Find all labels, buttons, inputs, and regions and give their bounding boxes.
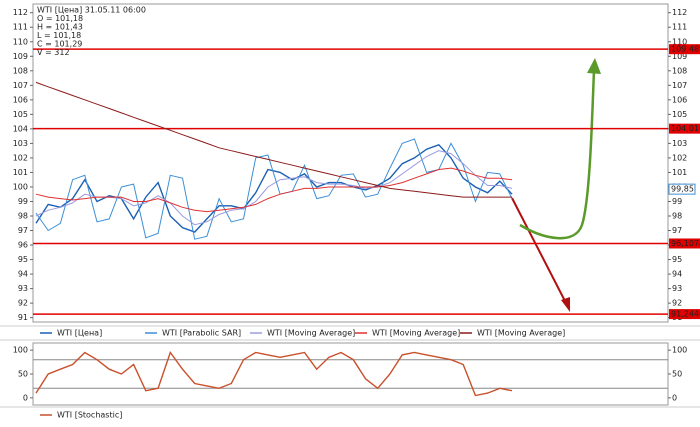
info-text: V = 312 xyxy=(37,48,70,57)
legend-label: WTI [Moving Average] xyxy=(477,329,565,338)
y-tick-label: 99 xyxy=(672,197,682,206)
y-tick-label: 97 xyxy=(672,226,682,235)
arrowhead xyxy=(561,297,570,312)
level-label-box xyxy=(669,123,700,134)
y-tick-label: 97 xyxy=(18,226,28,235)
y-tick-label: 112 xyxy=(672,8,687,17)
y-tick-label: 98 xyxy=(18,212,28,221)
info-text: H = 101,43 xyxy=(37,23,83,32)
legend-label: WTI [Moving Average] xyxy=(372,329,460,338)
y-tick-label: 110 xyxy=(13,37,28,46)
main-panel-frame xyxy=(32,3,669,323)
y-tick-label: 106 xyxy=(672,95,687,104)
y-tick-label: 92 xyxy=(672,299,682,308)
legend-label: WTI [Parabolic SAR] xyxy=(162,329,241,338)
y-tick-label: 0 xyxy=(23,393,28,402)
y-tick-label: 108 xyxy=(13,66,28,75)
series-line xyxy=(35,150,513,226)
info-text: WTI [Цена] 31.05.11 06:00 xyxy=(37,6,146,15)
y-tick-label: 103 xyxy=(13,139,28,148)
y-tick-label: 92 xyxy=(18,299,28,308)
y-tick-label: 50 xyxy=(18,370,28,379)
y-tick-label: 100 xyxy=(672,346,687,355)
y-tick-label: 107 xyxy=(13,81,28,90)
y-tick-label: 98 xyxy=(672,212,682,221)
last-price-box xyxy=(668,183,696,195)
arrowhead xyxy=(587,58,601,74)
y-tick-label: 0 xyxy=(672,393,677,402)
y-tick-label: 105 xyxy=(13,110,28,119)
series-line xyxy=(35,138,513,240)
legend-label: WTI [Moving Average] xyxy=(267,329,355,338)
level-label: 96,1078 xyxy=(671,239,700,248)
y-tick-label: 101 xyxy=(13,168,28,177)
y-tick-label: 103 xyxy=(672,139,687,148)
y-tick-label: 105 xyxy=(672,110,687,119)
level-label-box xyxy=(669,238,700,249)
series-line xyxy=(35,81,512,198)
forecast-arrows xyxy=(511,58,601,312)
info-text: O = 101,18 xyxy=(37,14,83,23)
level-label: 109,489 xyxy=(671,45,700,54)
y-tick-label: 50 xyxy=(672,370,682,379)
y-tick-label: 93 xyxy=(672,284,682,293)
level-label: 91,2446 xyxy=(671,310,700,319)
y-tick-label: 95 xyxy=(18,255,28,264)
y-tick-label: 111 xyxy=(13,23,28,32)
down-arrow xyxy=(511,197,567,304)
legend-label: WTI [Цена] xyxy=(57,329,102,338)
level-label-box xyxy=(669,44,700,55)
level-label-box xyxy=(669,309,700,320)
y-tick-label: 106 xyxy=(13,95,28,104)
y-tick-label: 109 xyxy=(13,52,28,61)
y-tick-label: 95 xyxy=(672,255,682,264)
series-line xyxy=(35,167,513,213)
y-tick-label: 107 xyxy=(672,81,687,90)
y-tick-label: 109 xyxy=(672,52,687,61)
y-tick-label: 101 xyxy=(672,168,687,177)
y-tick-label: 93 xyxy=(18,284,28,293)
y-tick-label: 110 xyxy=(672,37,687,46)
y-tick-label: 108 xyxy=(672,66,687,75)
y-tick-label: 102 xyxy=(672,153,687,162)
y-tick-label: 99 xyxy=(18,197,28,206)
last-price-label: 99,85 xyxy=(671,185,694,194)
y-tick-label: 94 xyxy=(672,270,682,279)
legend-label: WTI [Stochastic] xyxy=(57,411,122,420)
y-tick-label: 102 xyxy=(13,153,28,162)
y-tick-label: 104 xyxy=(13,124,28,133)
y-tick-label: 111 xyxy=(672,23,687,32)
y-tick-label: 112 xyxy=(13,8,28,17)
level-label: 104,016 xyxy=(671,124,700,133)
y-tick-label: 100 xyxy=(13,182,28,191)
series-line xyxy=(35,351,513,397)
y-tick-label: 100 xyxy=(13,346,28,355)
y-tick-label: 94 xyxy=(18,270,28,279)
info-text: C = 101,29 xyxy=(37,40,82,49)
y-tick-label: 96 xyxy=(18,241,28,250)
info-text: L = 101,18 xyxy=(37,31,81,40)
y-tick-label: 91 xyxy=(18,313,28,322)
up-arrow xyxy=(519,69,596,240)
